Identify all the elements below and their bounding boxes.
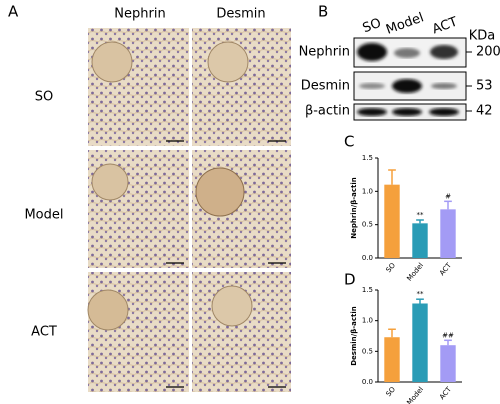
band — [429, 108, 459, 116]
marker-size: 53 — [476, 79, 493, 94]
bar — [440, 209, 456, 258]
band — [392, 79, 422, 93]
protein-label: Nephrin — [299, 45, 350, 60]
y-tick-label: 0.0 — [362, 378, 373, 386]
band — [430, 45, 458, 59]
y-tick-label: 0.5 — [362, 221, 373, 229]
y-tick-label: 1.0 — [362, 187, 373, 195]
glomerulus — [87, 289, 129, 331]
x-tick-label: ACT — [438, 261, 453, 277]
protein-label: β-actin — [305, 104, 350, 119]
panel-label: A — [8, 3, 19, 21]
bar — [384, 337, 400, 382]
y-tick-label: 0.0 — [362, 254, 373, 262]
glomerulus — [91, 41, 133, 83]
y-tick-label: 1.5 — [362, 154, 373, 162]
glomerulus — [207, 41, 249, 83]
y-tick-label: 0.5 — [362, 347, 373, 355]
x-tick-label: SO — [385, 261, 398, 274]
micrograph — [88, 272, 189, 392]
x-tick-label: Model — [405, 385, 425, 404]
panel-label: B — [318, 3, 328, 21]
band — [357, 108, 387, 116]
marker-size: 200 — [476, 45, 500, 60]
y-axis-label: Nephrin/β-actin — [350, 177, 358, 239]
protein-label: Desmin — [301, 79, 350, 94]
significance: # — [445, 192, 451, 200]
row-label: ACT — [31, 325, 57, 340]
panel-label: C — [344, 133, 354, 151]
glomerulus — [91, 163, 129, 201]
lane-label: Model — [384, 10, 426, 37]
bar — [384, 184, 400, 258]
lane-label: ACT — [430, 15, 459, 38]
x-tick-label: SO — [385, 385, 398, 398]
glomerulus — [211, 285, 253, 327]
micrographs — [87, 28, 291, 392]
band — [431, 83, 457, 89]
glomerulus — [195, 167, 245, 217]
column-label: Nephrin — [114, 7, 165, 22]
panel-label: D — [344, 271, 356, 289]
y-tick-label: 1.0 — [362, 317, 373, 325]
marker-size: 42 — [476, 104, 493, 119]
bar — [412, 223, 428, 258]
lane-label: SO — [361, 16, 383, 36]
unit-label: KDa — [469, 29, 496, 44]
significance: ** — [417, 290, 425, 298]
band — [392, 108, 422, 116]
band — [359, 83, 385, 89]
x-tick-label: Model — [405, 261, 425, 282]
bar — [440, 345, 456, 382]
micrograph — [192, 28, 291, 146]
significance: ## — [442, 331, 454, 339]
column-label: Desmin — [216, 7, 265, 22]
band — [357, 43, 387, 61]
significance: ** — [417, 211, 425, 219]
row-label: SO — [35, 90, 53, 105]
row-label: Model — [24, 208, 63, 223]
y-axis-label: Desmin/β-actin — [350, 306, 358, 365]
x-tick-label: ACT — [438, 385, 453, 401]
bar — [412, 303, 428, 382]
y-tick-label: 1.5 — [362, 286, 373, 294]
band — [394, 48, 420, 58]
blot — [353, 37, 472, 121]
